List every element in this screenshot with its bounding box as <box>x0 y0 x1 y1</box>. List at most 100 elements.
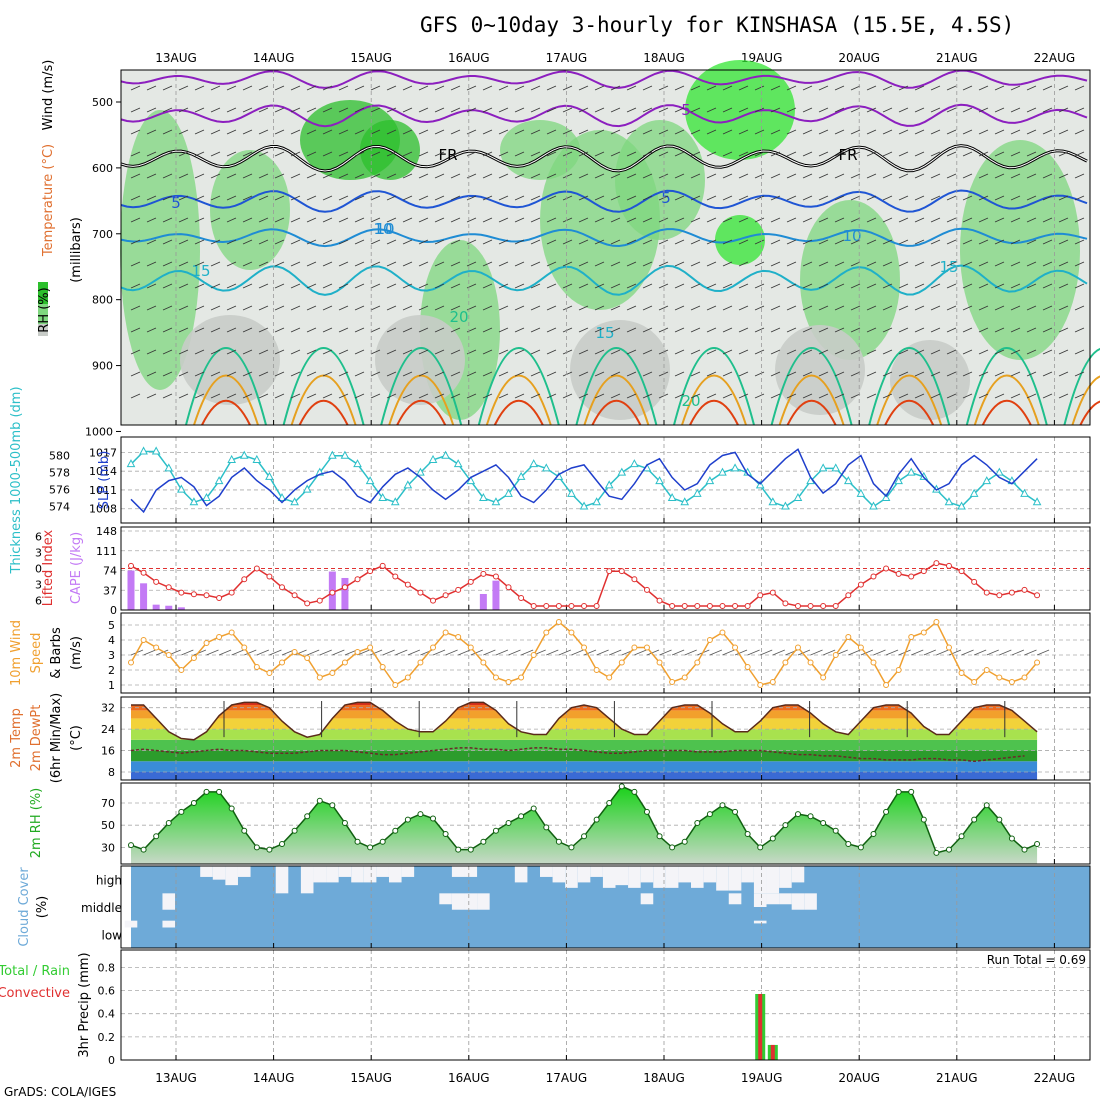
wind-speed-point <box>996 674 1003 681</box>
lifted-index-point <box>153 578 160 585</box>
wind-speed-point <box>681 674 688 681</box>
wind-barb <box>242 195 253 201</box>
wind-barb-10m <box>936 649 949 656</box>
wind-barb-10m <box>986 649 999 656</box>
wind-barb <box>434 151 445 157</box>
wind-barb <box>738 217 749 223</box>
cloud-clear-cell <box>237 866 251 877</box>
wind-barb <box>898 393 909 399</box>
cloud-clear-cell <box>338 866 352 877</box>
wind-barb <box>482 195 493 201</box>
wind-barb <box>514 217 525 223</box>
wind-barb <box>370 173 381 179</box>
wind-barb <box>162 151 173 157</box>
wind-barb <box>994 129 1005 135</box>
wind-barb <box>930 151 941 157</box>
wind-barb <box>946 283 957 289</box>
wind-barb <box>690 239 701 245</box>
wind-barb <box>386 261 397 267</box>
lifted-index-point <box>341 584 348 591</box>
wind-barb <box>146 217 157 223</box>
wind-barb <box>690 129 701 135</box>
wind-barb <box>482 283 493 289</box>
wind-barb-10m <box>860 649 874 656</box>
ylabel-wind-10m-b: Speed <box>29 633 44 674</box>
wind-barb <box>210 327 221 333</box>
wind-barb <box>562 129 573 135</box>
wind-barb <box>482 393 493 399</box>
wind-barb <box>322 107 333 113</box>
cape-bar <box>127 570 135 610</box>
lifted-index-point <box>492 573 499 580</box>
cloud-clear-cell <box>565 866 578 888</box>
wind-barb <box>562 371 573 377</box>
footer-credit: GrADS: COLA/IGES <box>4 1085 116 1099</box>
surface-isotherm <box>1071 375 1100 426</box>
rh-2m-point <box>581 833 588 840</box>
wind-barb <box>834 151 845 157</box>
thickness-point <box>239 450 249 459</box>
wind-barb <box>370 85 381 91</box>
wind-barb <box>178 151 189 157</box>
wind-barb <box>322 327 333 333</box>
rh-tick-label: 30 <box>101 841 115 854</box>
rh-2m-point <box>971 816 978 823</box>
wind-barb <box>706 195 717 201</box>
wind-barb <box>578 107 589 113</box>
wind-barb <box>594 349 605 355</box>
wind-barb <box>610 261 621 267</box>
wind-barb <box>562 85 573 91</box>
cloud-clear-cell <box>376 866 389 877</box>
lifted-index-point <box>807 603 814 609</box>
rh-2m-point <box>593 816 600 823</box>
wind-barb <box>402 85 413 91</box>
thickness-point <box>768 497 778 506</box>
wind-barb <box>514 261 525 267</box>
wind-barb-10m <box>181 649 194 656</box>
wind-barb <box>594 393 605 399</box>
wind-barb <box>386 327 397 333</box>
surface-isotherm <box>689 399 739 426</box>
wind-barb <box>626 393 637 399</box>
wind-barb <box>146 195 157 201</box>
wind-barb <box>146 107 157 113</box>
wind-barb <box>594 261 605 267</box>
wind-barb <box>866 85 877 91</box>
thickness-point <box>718 467 727 476</box>
wind-barb <box>258 371 269 377</box>
wind-barb <box>690 107 701 113</box>
rh-2m-point <box>329 802 336 809</box>
wind-barb <box>914 283 925 289</box>
ylabel-precip: 3hr Precip (mm) <box>77 952 92 1057</box>
ylabel-millibars: (millibars) <box>69 217 84 283</box>
wind-barb <box>610 239 621 245</box>
wind-barb <box>306 349 317 355</box>
wind-barb-10m <box>671 649 685 656</box>
wind-barb <box>482 239 493 245</box>
wind-barb <box>706 393 717 399</box>
wind-barb <box>322 349 333 355</box>
wind-barb <box>802 349 813 355</box>
cloud-clear-cell <box>779 893 792 905</box>
wind-barb <box>1058 261 1069 267</box>
pressure-tick-label: 700 <box>92 228 113 241</box>
wind-barb <box>258 217 269 223</box>
wind-barb <box>578 327 589 333</box>
contour-label: 10 <box>842 227 861 245</box>
wind-barb <box>1058 283 1069 289</box>
rh-2m-point <box>883 808 890 815</box>
thickness-point <box>818 463 828 472</box>
wind-barb <box>386 173 397 179</box>
wind-barb <box>802 327 813 333</box>
wind-speed-point <box>530 652 537 658</box>
wind-barb <box>290 217 301 223</box>
rh-2m-point <box>190 799 197 806</box>
wind-barb <box>162 129 173 135</box>
rh-2m-point <box>769 835 776 842</box>
wind-barb <box>562 349 573 355</box>
surface-isotherm <box>485 374 552 426</box>
thickness-point <box>957 501 966 510</box>
wind-barb <box>978 107 989 113</box>
wind-barb <box>866 283 877 289</box>
wind-barb <box>674 129 685 135</box>
